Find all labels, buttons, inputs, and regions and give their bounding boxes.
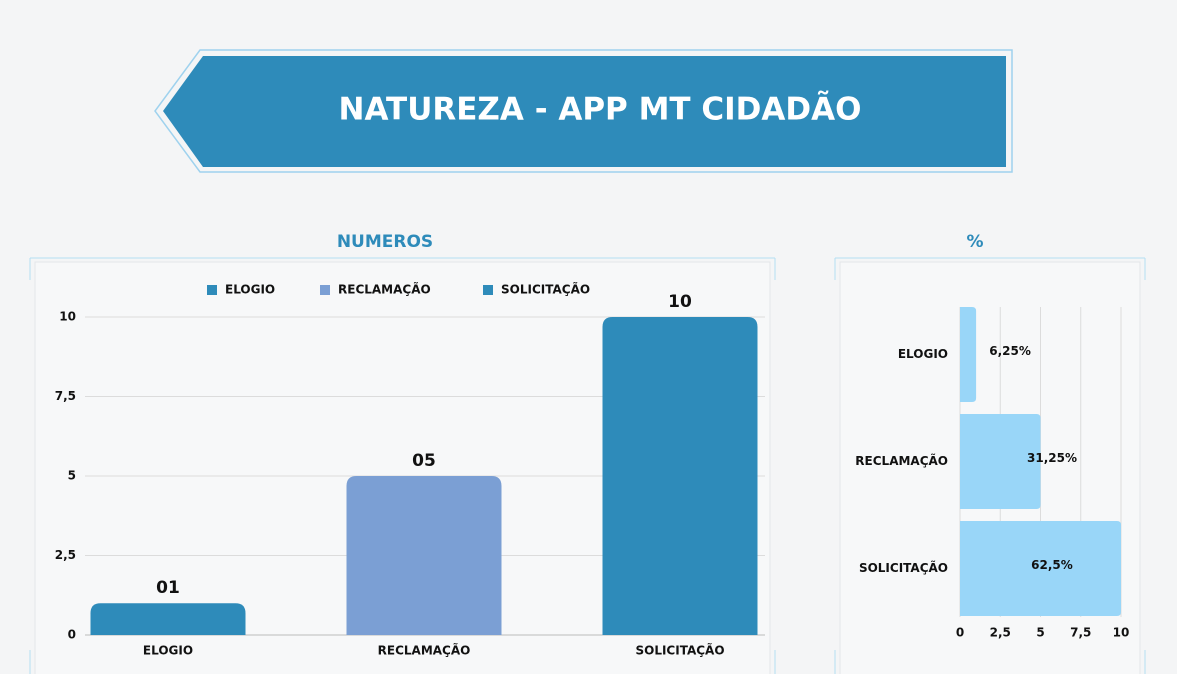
x-tick-label: ELOGIO [143,644,193,658]
bar-label: 62,5% [1031,558,1073,572]
y-tick-label: ELOGIO [898,347,948,361]
y-tick-label: RECLAMAÇÃO [855,453,948,468]
bar [960,521,1121,616]
banner [163,56,1006,167]
chart-title: NUMEROS [337,232,433,252]
chart-title: % [966,232,983,252]
value-label: 01 [156,578,180,598]
x-tick-label: RECLAMAÇÃO [378,643,471,658]
legend-swatch [483,285,493,295]
y-tick-label: 7,5 [55,389,76,403]
x-tick-label: 10 [1113,626,1130,640]
y-tick-label: 10 [59,310,76,324]
banner-outline [154,49,1013,173]
y-tick-label: 5 [68,469,76,483]
bar [602,317,758,635]
value-label: 10 [668,292,692,312]
bar-label: 6,25% [989,344,1031,358]
bar [960,307,977,402]
bar [346,476,502,635]
x-tick-label: 7,5 [1070,626,1091,640]
panel-frame [834,257,1146,674]
bar [960,414,1041,509]
page-title: NATUREZA - APP MT CIDADÃO [339,91,862,128]
legend-label: RECLAMAÇÃO [338,282,431,297]
value-label: 05 [412,451,436,471]
legend-swatch [207,285,217,295]
y-tick-label: 0 [68,628,76,642]
x-tick-label: 5 [1036,626,1044,640]
bar [90,603,246,635]
y-tick-label: SOLICITAÇÃO [859,560,948,575]
x-tick-label: 2,5 [990,626,1011,640]
x-tick-label: SOLICITAÇÃO [635,643,724,658]
legend-label: SOLICITAÇÃO [501,282,590,297]
panel-frame [29,257,776,674]
y-tick-label: 2,5 [55,548,76,562]
bar-label: 31,25% [1027,451,1077,465]
legend-swatch [320,285,330,295]
legend-label: ELOGIO [225,283,275,297]
x-tick-label: 0 [956,626,964,640]
